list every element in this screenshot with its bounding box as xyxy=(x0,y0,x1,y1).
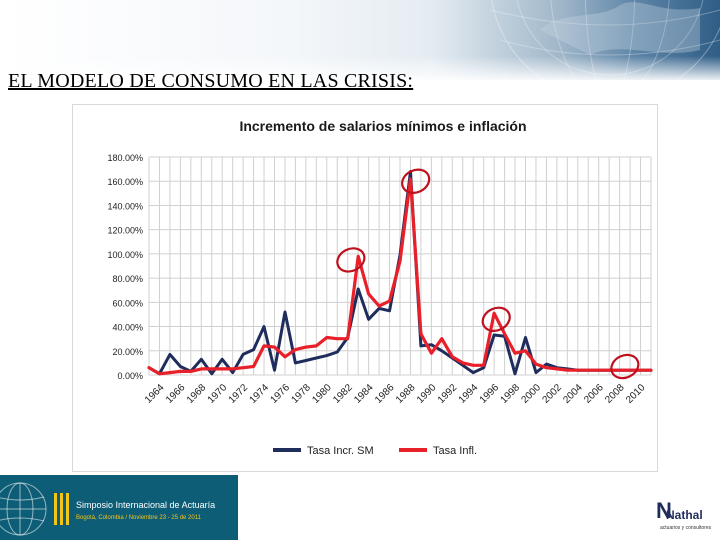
x-tick-label: 1972 xyxy=(227,382,251,406)
roman-numeral-three-logo xyxy=(54,493,69,525)
highlight-circle xyxy=(336,247,366,273)
legend-label-tasa-infl: Tasa Infl. xyxy=(433,445,477,457)
x-tick-label: 1978 xyxy=(289,382,313,406)
x-tick-label: 1970 xyxy=(206,382,230,406)
x-tick-label: 1974 xyxy=(248,382,272,406)
x-tick-label: 2004 xyxy=(561,382,585,406)
x-tick-label: 2002 xyxy=(540,382,564,406)
x-tick-label: 1994 xyxy=(457,382,481,406)
highlight-circle xyxy=(481,306,511,332)
chart-title: Incremento de salarios mínimos e inflaci… xyxy=(239,118,526,134)
chart-legend: Tasa Incr. SM Tasa Infl. xyxy=(273,445,477,457)
x-tick-label: 1998 xyxy=(499,382,523,406)
event-name: Simposio Internacional de Actuaría xyxy=(76,500,215,510)
x-tick-label: 1968 xyxy=(185,382,209,406)
slide-title: EL MODELO DE CONSUMO EN LAS CRISIS: xyxy=(8,70,414,92)
x-tick-label: 1980 xyxy=(310,382,334,406)
y-tick-label: 160.00% xyxy=(107,177,143,187)
y-axis-tick-labels: 0.00% 20.00% 40.00% 60.00% 80.00% 100.00% 120.… xyxy=(107,153,143,381)
header-banner xyxy=(0,0,720,80)
x-tick-label: 1986 xyxy=(373,382,397,406)
x-tick-label: 1966 xyxy=(164,382,188,406)
logo-tagline: actuarios y consultores xyxy=(660,525,712,531)
y-tick-label: 40.00% xyxy=(112,323,143,333)
x-axis-tick-labels: 1964196619681970197219741976197819801982… xyxy=(143,382,648,406)
series-lines xyxy=(147,170,653,376)
y-tick-label: 120.00% xyxy=(107,226,143,236)
y-tick-label: 60.00% xyxy=(112,298,143,308)
y-tick-label: 140.00% xyxy=(107,201,143,211)
logo-initial: N xyxy=(656,498,672,523)
event-banner: Simposio Internacional de Actuaría Bogot… xyxy=(0,475,238,540)
x-tick-label: 1988 xyxy=(394,382,418,406)
x-tick-label: 1964 xyxy=(143,382,167,406)
highlight-circle xyxy=(610,353,640,380)
globe-grid-icon xyxy=(0,482,47,536)
x-tick-label: 2010 xyxy=(624,382,648,406)
event-location-date: Bogotá, Colombia / Noviembre 23 - 25 de … xyxy=(76,515,202,521)
logo-name: Nathal xyxy=(666,508,703,522)
x-tick-label: 2006 xyxy=(582,382,606,406)
chart-frame: Incremento de salarios mínimos e inflaci… xyxy=(72,104,658,472)
y-tick-label: 0.00% xyxy=(117,371,143,381)
x-tick-label: 1990 xyxy=(415,382,439,406)
event-banner-graphic: Simposio Internacional de Actuaría Bogot… xyxy=(0,475,238,540)
y-tick-label: 80.00% xyxy=(112,274,143,284)
x-tick-label: 1982 xyxy=(331,382,355,406)
x-tick-label: 2008 xyxy=(603,382,627,406)
y-tick-label: 100.00% xyxy=(107,250,143,260)
x-tick-label: 1984 xyxy=(352,382,376,406)
highlight-circles xyxy=(336,168,640,380)
x-tick-label: 1996 xyxy=(478,382,502,406)
x-tick-label: 2000 xyxy=(520,382,544,406)
x-tick-label: 1976 xyxy=(269,382,293,406)
highlight-circle xyxy=(401,168,431,194)
y-tick-label: 20.00% xyxy=(112,347,143,357)
legend-label-tasa-incr-sm: Tasa Incr. SM xyxy=(307,445,374,457)
nathal-logo: N Nathal actuarios y consultores xyxy=(652,496,716,536)
line-chart: Incremento de salarios mínimos e inflaci… xyxy=(107,118,653,457)
series-line-tasa-infl xyxy=(147,177,653,376)
y-tick-label: 180.00% xyxy=(107,153,143,163)
x-tick-label: 1992 xyxy=(436,382,460,406)
nathal-logo-graphic: N Nathal actuarios y consultores xyxy=(656,498,712,531)
